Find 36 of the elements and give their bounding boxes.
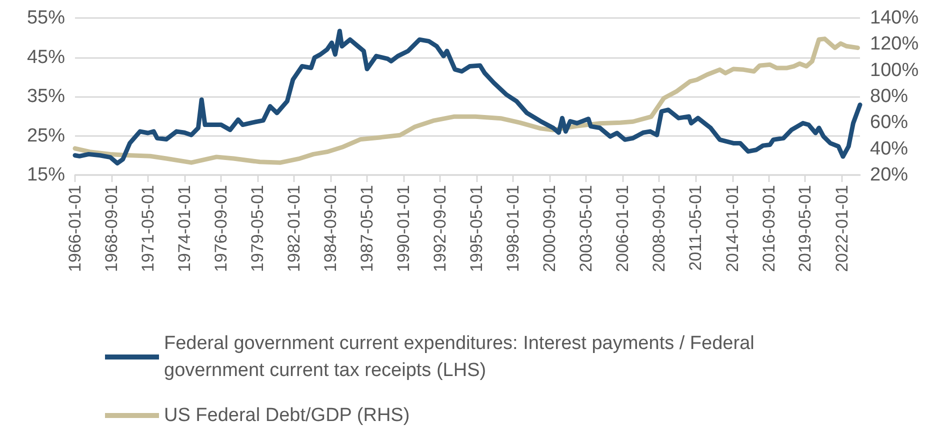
x-tick-label: 2000-09-01 [540, 185, 560, 272]
x-tick-label: 1984-09-01 [321, 185, 340, 272]
x-tick-label: 1992-09-01 [430, 185, 450, 272]
legend-label: Federal government current expenditures: Interest payments / Federal government current tax receipts (LHS) [164, 333, 760, 381]
x-tick-label: 1974-01-01 [175, 185, 194, 272]
y2-tick-label: 120% [870, 34, 919, 55]
y2-tick-label: 20% [870, 164, 908, 186]
x-tick-label: 1971-05-01 [138, 185, 158, 272]
x-tick-label: 2014-01-01 [722, 185, 742, 272]
y2-tick-label: 80% [870, 86, 908, 107]
x-tick-label: 2011-05-01 [686, 185, 706, 271]
legend-label: US Federal Debt/GDP (RHS) [164, 405, 410, 426]
x-tick-label: 2003-05-01 [576, 185, 596, 272]
x-tick-label: 1968-09-01 [102, 185, 122, 272]
x-tick-label: 1982-01-01 [284, 185, 304, 272]
y-tick-label: 25% [26, 125, 66, 146]
x-tick-label: 2022-01-01 [832, 185, 852, 272]
y-tick-label: 35% [26, 86, 66, 107]
x-tick-label: 1966-01-01 [66, 185, 84, 272]
x-tick-label: 2008-09-01 [650, 185, 669, 272]
y-tick-label: 45% [26, 46, 66, 68]
x-tick-label: 2006-01-01 [613, 185, 632, 272]
y2-tick-label: 40% [870, 138, 908, 160]
y-tick-label: 15% [26, 164, 66, 186]
y2-tick-label: 140% [870, 8, 919, 28]
x-tick-label: 2019-05-01 [796, 185, 815, 272]
y-tick-label: 55% [26, 8, 66, 28]
x-tick-label: 1998-01-01 [504, 185, 523, 272]
x-tick-label: 2016-09-01 [759, 185, 778, 272]
y2-tick-label: 60% [870, 112, 908, 134]
x-tick-label: 1976-09-01 [212, 185, 231, 272]
x-tick-label: 1979-05-01 [248, 185, 267, 272]
x-tick-label: 1990-01-01 [394, 185, 414, 272]
x-tick-label: 1987-05-01 [358, 185, 377, 272]
y2-tick-label: 100% [870, 60, 919, 81]
x-tick-label: 1995-05-01 [467, 185, 486, 272]
